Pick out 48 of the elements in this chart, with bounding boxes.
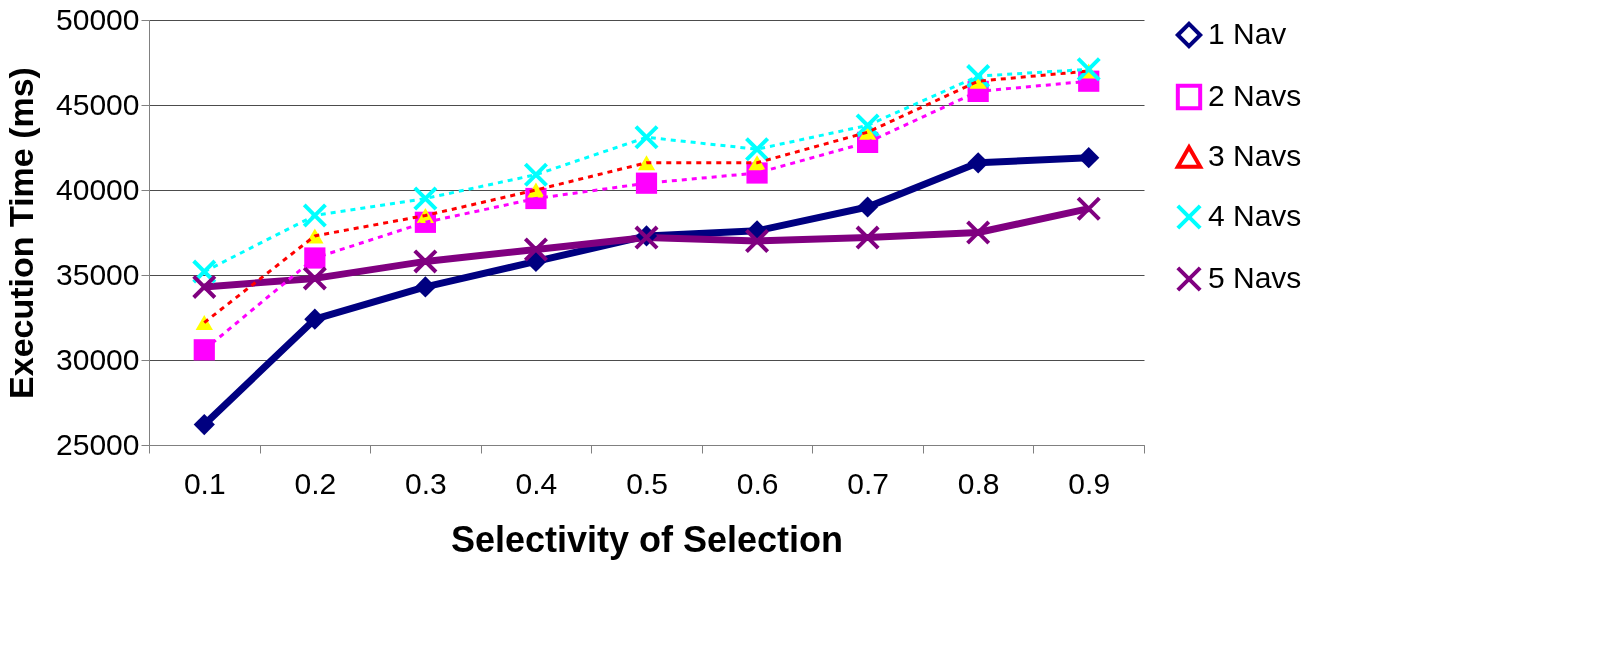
y-tick-label: 50000 <box>56 2 140 36</box>
point <box>193 413 215 436</box>
point <box>744 136 770 162</box>
x-tick-label: 0.9 <box>1068 466 1111 500</box>
point <box>302 202 328 229</box>
x-tick-label: 0.6 <box>736 466 779 500</box>
x-axis-title: Selectivity of Selection <box>450 518 844 560</box>
y-tick-label: 40000 <box>56 172 140 206</box>
point <box>633 124 660 150</box>
point <box>304 247 326 269</box>
x-tick-label: 0.5 <box>626 466 668 500</box>
point <box>967 152 989 174</box>
point <box>191 274 217 300</box>
x-tick-label: 0.1 <box>183 466 226 500</box>
x-tick-label: 0.3 <box>405 466 447 500</box>
point <box>302 265 328 292</box>
legend-label: 2 Navs <box>1208 79 1302 112</box>
point <box>193 339 215 361</box>
legend-label: 1 Nav <box>1208 17 1287 50</box>
point <box>412 248 438 275</box>
point <box>191 258 217 285</box>
legend-label: 5 Navs <box>1208 261 1302 294</box>
y-tick-label: 30000 <box>56 342 140 376</box>
point <box>1078 147 1100 169</box>
x-tick-label: 0.8 <box>957 466 1000 500</box>
legend-label: 3 Navs <box>1208 139 1302 172</box>
y-tick-label: 35000 <box>56 257 140 291</box>
point <box>523 236 549 263</box>
x-tick-label: 0.2 <box>294 466 337 500</box>
y-tick-label: 25000 <box>56 427 140 461</box>
y-tick-label: 45000 <box>56 87 140 121</box>
x-tick-label: 0.4 <box>515 466 558 500</box>
point <box>744 228 770 254</box>
point <box>965 219 991 246</box>
x-tick-label: 0.7 <box>847 466 889 500</box>
point <box>414 276 436 298</box>
point <box>523 162 549 188</box>
y-axis-title: Execution Time (ms) <box>2 67 41 399</box>
point <box>1076 56 1102 82</box>
point <box>857 196 879 218</box>
legend-label: 4 Navs <box>1208 199 1302 232</box>
point <box>635 172 658 194</box>
point <box>965 63 991 89</box>
point <box>1076 196 1102 222</box>
point <box>855 112 881 139</box>
point <box>855 224 881 251</box>
point <box>412 185 438 212</box>
point <box>304 308 326 330</box>
